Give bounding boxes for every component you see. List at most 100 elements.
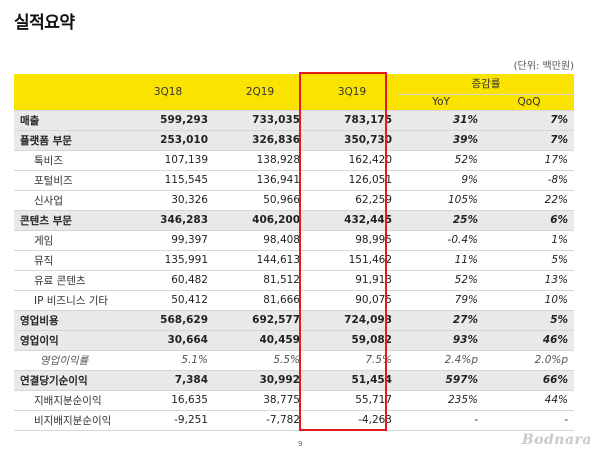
- table-header: 3Q18 2Q19 3Q19 증감률 YoY QoQ: [14, 74, 575, 111]
- cell-yoy: 11%: [398, 250, 484, 271]
- cell-yoy: 25%: [398, 210, 484, 231]
- cell-qoq: 6%: [484, 210, 575, 231]
- cell-3q18: 107,139: [122, 150, 214, 171]
- cell-3q18: 346,283: [122, 210, 214, 231]
- page-number: 9: [298, 440, 303, 448]
- cell-yoy: 27%: [398, 310, 484, 331]
- cell-yoy: 31%: [398, 110, 484, 131]
- row-label: 플랫폼 부문: [14, 130, 122, 151]
- cell-3q19: 350,730: [306, 130, 398, 151]
- table-row: 지배지분순이익 16,635 38,775 55,717 235% 44%: [14, 390, 575, 411]
- cell-yoy: -0.4%: [398, 230, 484, 251]
- cell-yoy: 39%: [398, 130, 484, 151]
- table-row: 콘텐츠 부문 346,283 406,200 432,445 25% 6%: [14, 210, 575, 231]
- cell-3q18: 5.1%: [122, 350, 214, 371]
- table-row: 플랫폼 부문 253,010 326,836 350,730 39% 7%: [14, 130, 575, 151]
- cell-2q19: 30,992: [214, 370, 306, 391]
- cell-2q19: 5.5%: [214, 350, 306, 371]
- row-label: 신사업: [14, 190, 122, 211]
- cell-3q18: 253,010: [122, 130, 214, 151]
- cell-2q19: 81,512: [214, 270, 306, 291]
- row-label: 연결당기순이익: [14, 370, 122, 391]
- cell-yoy: 9%: [398, 170, 484, 191]
- cell-3q18: 60,482: [122, 270, 214, 291]
- row-label: 영업비용: [14, 310, 122, 331]
- cell-3q18: 599,293: [122, 110, 214, 131]
- cell-3q18: 7,384: [122, 370, 214, 391]
- table-row: 포털비즈 115,545 136,941 126,051 9% -8%: [14, 170, 575, 191]
- cell-3q19: 98,995: [306, 230, 398, 251]
- cell-2q19: 733,035: [214, 110, 306, 131]
- cell-2q19: 138,928: [214, 150, 306, 171]
- table-row: 게임 99,397 98,408 98,995 -0.4% 1%: [14, 230, 575, 251]
- cell-3q19: 51,454: [306, 370, 398, 391]
- cell-2q19: 136,941: [214, 170, 306, 191]
- cell-qoq: 66%: [484, 370, 575, 391]
- cell-3q19: 91,913: [306, 270, 398, 291]
- cell-2q19: 326,836: [214, 130, 306, 151]
- cell-qoq: -8%: [484, 170, 575, 191]
- table-row: 유료 콘텐츠 60,482 81,512 91,913 52% 13%: [14, 270, 575, 291]
- header-period-2q19: 2Q19: [214, 74, 306, 111]
- cell-qoq: 7%: [484, 130, 575, 151]
- cell-yoy: 105%: [398, 190, 484, 211]
- row-label: 영업이익: [14, 330, 122, 351]
- cell-2q19: 38,775: [214, 390, 306, 411]
- unit-label: (단위: 백만원): [513, 61, 574, 72]
- cell-yoy: 52%: [398, 270, 484, 291]
- cell-2q19: 98,408: [214, 230, 306, 251]
- header-qoq: QoQ: [484, 93, 575, 111]
- cell-3q19: 59,082: [306, 330, 398, 351]
- header-label-blank: [14, 74, 122, 111]
- cell-3q19: 55,717: [306, 390, 398, 411]
- table-body: 매출 599,293 733,035 783,175 31% 7% 플랫폼 부문 253,01…: [14, 110, 575, 431]
- cell-2q19: 81,666: [214, 290, 306, 311]
- header-change-group: 증감률: [398, 74, 575, 95]
- cell-yoy: 52%: [398, 150, 484, 171]
- cell-3q18: 30,664: [122, 330, 214, 351]
- cell-yoy: 93%: [398, 330, 484, 351]
- cell-3q19: 724,093: [306, 310, 398, 331]
- cell-qoq: 44%: [484, 390, 575, 411]
- cell-3q19: -4,263: [306, 410, 398, 431]
- header-period-3q18: 3Q18: [122, 74, 214, 111]
- cell-3q19: 162,420: [306, 150, 398, 171]
- cell-2q19: -7,782: [214, 410, 306, 431]
- table-row: IP 비즈니스 기타 50,412 81,666 90,075 79% 10%: [14, 290, 575, 311]
- cell-yoy: 597%: [398, 370, 484, 391]
- cell-3q18: 115,545: [122, 170, 214, 191]
- cell-3q18: 50,412: [122, 290, 214, 311]
- cell-2q19: 40,459: [214, 330, 306, 351]
- cell-qoq: 10%: [484, 290, 575, 311]
- cell-2q19: 406,200: [214, 210, 306, 231]
- cell-3q18: 16,635: [122, 390, 214, 411]
- row-label: 콘텐츠 부문: [14, 210, 122, 231]
- cell-3q19: 783,175: [306, 110, 398, 131]
- row-label: 지배지분순이익: [14, 390, 122, 411]
- cell-yoy: -: [398, 410, 484, 431]
- table-row: 비지배지분순이익 -9,251 -7,782 -4,263- -: [14, 410, 575, 431]
- cell-2q19: 144,613: [214, 250, 306, 271]
- table-row: 신사업 30,326 50,966 62,259 105% 22%: [14, 190, 575, 211]
- cell-3q18: 30,326: [122, 190, 214, 211]
- cell-qoq: 1%: [484, 230, 575, 251]
- row-label: 영업이익률: [14, 350, 122, 371]
- cell-qoq: 5%: [484, 310, 575, 331]
- summary-table: 3Q18 2Q19 3Q19 증감률 YoY QoQ 매출 599,293 733,…: [14, 74, 575, 431]
- cell-qoq: 46%: [484, 330, 575, 351]
- cell-3q19: 432,445: [306, 210, 398, 231]
- row-label: 유료 콘텐츠: [14, 270, 122, 291]
- cell-3q19: 151,462: [306, 250, 398, 271]
- cell-qoq: 5%: [484, 250, 575, 271]
- cell-yoy: 79%: [398, 290, 484, 311]
- table-row: 영업비용 568,629 692,577 724,093 27% 5%: [14, 310, 575, 331]
- watermark-logo: Bodnara: [521, 432, 592, 448]
- row-label: 게임: [14, 230, 122, 251]
- cell-2q19: 692,577: [214, 310, 306, 331]
- cell-qoq: 13%: [484, 270, 575, 291]
- cell-yoy: 2.4%p: [398, 350, 484, 371]
- cell-3q18: 99,397: [122, 230, 214, 251]
- row-label: 포털비즈: [14, 170, 122, 191]
- cell-3q18: 135,991: [122, 250, 214, 271]
- cell-qoq: 7%: [484, 110, 575, 131]
